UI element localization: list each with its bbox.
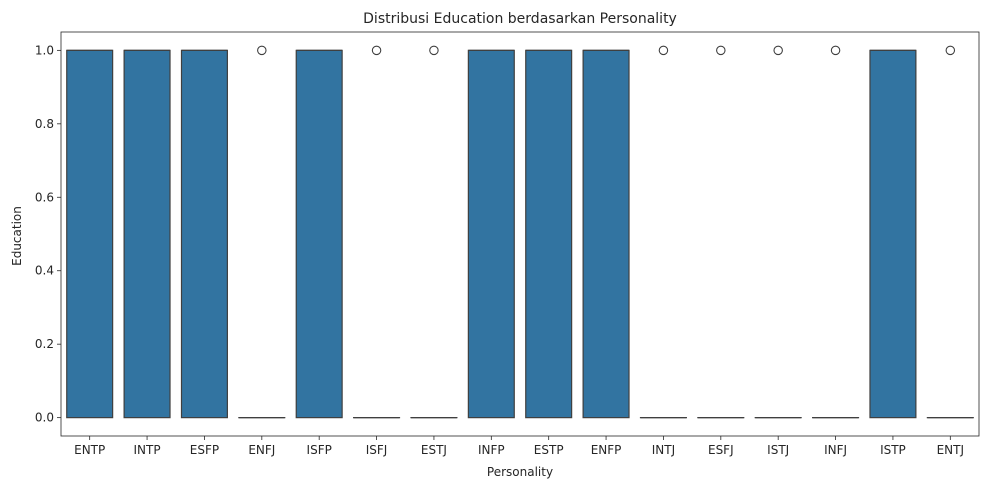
box-group-esfj xyxy=(697,45,745,419)
x-tick-label-esfp: ESFP xyxy=(190,443,219,457)
x-axis: ENTP INTP ESFP ENFJ ISFP ISFJ ESTJ INFP ESTP ENFP… xyxy=(74,436,964,457)
outlier-estj-0 xyxy=(429,45,439,56)
x-tick-label-esfj: ESFJ xyxy=(708,443,734,457)
box-entp xyxy=(66,49,114,419)
x-tick-label-intp: INTP xyxy=(134,443,161,457)
box-istp xyxy=(869,49,917,419)
x-tick-label-entj: ENTJ xyxy=(937,443,964,457)
x-tick-label-infp: INFP xyxy=(478,443,505,457)
x-tick-label-estp: ESTP xyxy=(534,443,564,457)
outlier-intj-0 xyxy=(658,45,669,56)
outlier-enfj-0 xyxy=(257,45,267,56)
outlier-esfj-0 xyxy=(716,45,726,56)
plot-frame xyxy=(60,31,980,437)
y-axis: 0.0 0.2 0.4 0.6 0.8 1.0 xyxy=(35,43,61,425)
y-tick-label-0: 0.0 xyxy=(35,411,54,425)
box-group-enfp xyxy=(582,49,630,419)
box-group-intp xyxy=(123,49,171,419)
box-esfp xyxy=(180,49,228,419)
outlier-istj-0 xyxy=(773,45,783,56)
box-intp xyxy=(123,49,171,419)
box-group-infj xyxy=(812,45,860,419)
y-tick-label-4: 0.8 xyxy=(35,117,54,131)
x-tick-label-entp: ENTP xyxy=(74,443,105,457)
x-tick-label-estj: ESTJ xyxy=(421,443,447,457)
box-group-entp xyxy=(66,49,114,419)
x-tick-label-isfj: ISFJ xyxy=(366,443,388,457)
y-tick-label-3: 0.6 xyxy=(35,190,54,204)
box-group-isfj xyxy=(353,45,401,419)
outlier-entj-0 xyxy=(945,45,956,56)
x-tick-label-istp: ISTP xyxy=(880,443,906,457)
chart-title: Distribusi Education berdasarkan Persona… xyxy=(363,11,677,27)
box-enfp xyxy=(582,49,630,419)
x-tick-label-isfp: ISFP xyxy=(307,443,332,457)
box-isfp xyxy=(295,49,343,419)
plot-area xyxy=(66,45,974,419)
outlier-infj-0 xyxy=(830,45,841,56)
box-group-istj xyxy=(754,45,802,419)
x-tick-label-istj: ISTJ xyxy=(767,443,789,457)
box-group-infp xyxy=(467,49,515,419)
box-group-entj xyxy=(926,45,974,419)
y-tick-label-5: 1.0 xyxy=(35,43,54,57)
box-estp xyxy=(525,49,573,419)
box-group-estp xyxy=(525,49,573,419)
outlier-isfj-0 xyxy=(371,45,382,56)
box-group-intj xyxy=(639,45,687,419)
x-tick-label-enfj: ENFJ xyxy=(248,443,275,457)
x-tick-label-intj: INTJ xyxy=(652,443,675,457)
x-axis-label: Personality xyxy=(487,465,553,479)
y-axis-label: Education xyxy=(10,206,24,266)
box-infp xyxy=(467,49,515,419)
box-group-enfj xyxy=(238,45,286,419)
x-tick-label-enfp: ENFP xyxy=(591,443,622,457)
box-group-estj xyxy=(410,45,458,419)
box-group-esfp xyxy=(180,49,228,419)
box-group-isfp xyxy=(295,49,343,419)
box-group-istp xyxy=(869,49,917,419)
y-tick-label-1: 0.2 xyxy=(35,337,54,351)
x-tick-label-infj: INFJ xyxy=(824,443,847,457)
y-tick-label-2: 0.4 xyxy=(35,264,54,278)
